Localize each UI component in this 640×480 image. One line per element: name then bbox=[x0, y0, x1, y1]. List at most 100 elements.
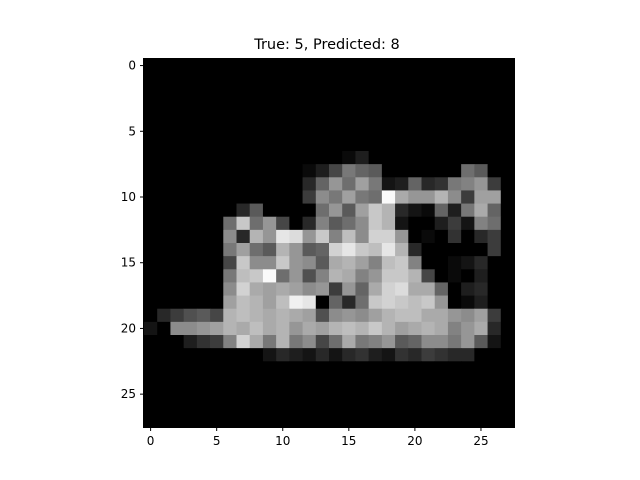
pixel-cell bbox=[289, 256, 303, 270]
pixel-cell bbox=[395, 177, 409, 191]
pixel-cell bbox=[183, 203, 198, 218]
pixel-cell bbox=[447, 72, 462, 86]
pixel-cell bbox=[144, 361, 158, 375]
pixel-cell bbox=[421, 229, 436, 244]
pixel-cell bbox=[474, 387, 488, 402]
pixel-cell bbox=[210, 295, 224, 310]
pixel-cell bbox=[196, 335, 211, 349]
pixel-cell bbox=[500, 111, 515, 126]
pixel-cell bbox=[461, 348, 475, 362]
pixel-cell bbox=[421, 308, 436, 323]
pixel-cell bbox=[355, 177, 370, 191]
pixel-cell bbox=[196, 374, 211, 388]
pixel-cell bbox=[196, 59, 211, 73]
pixel-cell bbox=[355, 164, 370, 178]
pixel-cell bbox=[368, 335, 383, 349]
pixel-cell bbox=[262, 124, 277, 139]
pixel-cell bbox=[434, 374, 449, 388]
pixel-cell bbox=[183, 308, 198, 323]
pixel-cell bbox=[144, 98, 158, 112]
pixel-cell bbox=[157, 269, 171, 283]
pixel-cell bbox=[276, 335, 290, 349]
pixel-cell bbox=[342, 164, 356, 178]
pixel-cell bbox=[500, 59, 515, 73]
pixel-cell bbox=[342, 111, 356, 126]
pixel-cell bbox=[395, 387, 409, 402]
pixel-cell bbox=[368, 177, 383, 191]
pixel-cell bbox=[276, 269, 290, 283]
pixel-cell bbox=[487, 164, 502, 178]
pixel-cell bbox=[395, 308, 409, 323]
image-pixels bbox=[144, 59, 515, 428]
pixel-cell bbox=[276, 203, 290, 218]
pixel-cell bbox=[262, 361, 277, 375]
pixel-cell bbox=[434, 216, 449, 231]
pixel-cell bbox=[474, 203, 488, 218]
pixel-cell bbox=[329, 72, 343, 86]
pixel-cell bbox=[262, 177, 277, 191]
pixel-cell bbox=[329, 335, 343, 349]
pixel-cell bbox=[500, 72, 515, 86]
pixel-cell bbox=[262, 295, 277, 310]
pixel-cell bbox=[157, 256, 171, 270]
pixel-cell bbox=[249, 321, 264, 336]
x-tick-label: 10 bbox=[275, 434, 290, 448]
pixel-cell bbox=[342, 137, 356, 152]
pixel-cell bbox=[170, 361, 185, 375]
pixel-cell bbox=[144, 59, 158, 73]
pixel-cell bbox=[421, 111, 436, 126]
pixel-cell bbox=[262, 400, 277, 415]
pixel-cell bbox=[196, 229, 211, 244]
pixel-cell bbox=[289, 229, 303, 244]
pixel-cell bbox=[421, 374, 436, 388]
pixel-cell bbox=[302, 137, 317, 152]
pixel-cell bbox=[500, 216, 515, 231]
pixel-cell bbox=[500, 282, 515, 296]
pixel-cell bbox=[447, 98, 462, 112]
pixel-cell bbox=[434, 361, 449, 375]
pixel-cell bbox=[144, 400, 158, 415]
pixel-cell bbox=[461, 59, 475, 73]
pixel-cell bbox=[196, 85, 211, 99]
pixel-cell bbox=[421, 243, 436, 257]
pixel-cell bbox=[289, 400, 303, 415]
pixel-cell bbox=[302, 111, 317, 126]
pixel-cell bbox=[276, 59, 290, 73]
pixel-cell bbox=[447, 177, 462, 191]
pixel-cell bbox=[183, 59, 198, 73]
pixel-cell bbox=[500, 177, 515, 191]
pixel-cell bbox=[249, 177, 264, 191]
pixel-cell bbox=[408, 400, 422, 415]
pixel-cell bbox=[500, 164, 515, 178]
pixel-cell bbox=[315, 282, 330, 296]
pixel-cell bbox=[276, 190, 290, 204]
pixel-cell bbox=[276, 137, 290, 152]
pixel-cell bbox=[474, 151, 488, 165]
pixel-cell bbox=[196, 361, 211, 375]
pixel-cell bbox=[408, 177, 422, 191]
pixel-cell bbox=[210, 243, 224, 257]
pixel-cell bbox=[223, 374, 237, 388]
pixel-cell bbox=[474, 72, 488, 86]
pixel-cell bbox=[249, 295, 264, 310]
pixel-cell bbox=[249, 243, 264, 257]
pixel-cell bbox=[395, 111, 409, 126]
pixel-cell bbox=[210, 348, 224, 362]
pixel-cell bbox=[487, 229, 502, 244]
pixel-cell bbox=[368, 400, 383, 415]
pixel-cell bbox=[447, 229, 462, 244]
y-tick-label: 10 bbox=[121, 190, 136, 204]
pixel-cell bbox=[487, 203, 502, 218]
pixel-cell bbox=[157, 229, 171, 244]
pixel-cell bbox=[276, 216, 290, 231]
pixel-cell bbox=[474, 335, 488, 349]
pixel-cell bbox=[395, 361, 409, 375]
pixel-cell bbox=[289, 151, 303, 165]
pixel-cell bbox=[500, 321, 515, 336]
pixel-cell bbox=[500, 137, 515, 152]
pixel-cell bbox=[157, 216, 171, 231]
pixel-cell bbox=[302, 151, 317, 165]
pixel-cell bbox=[249, 308, 264, 323]
pixel-cell bbox=[170, 190, 185, 204]
pixel-cell bbox=[487, 190, 502, 204]
